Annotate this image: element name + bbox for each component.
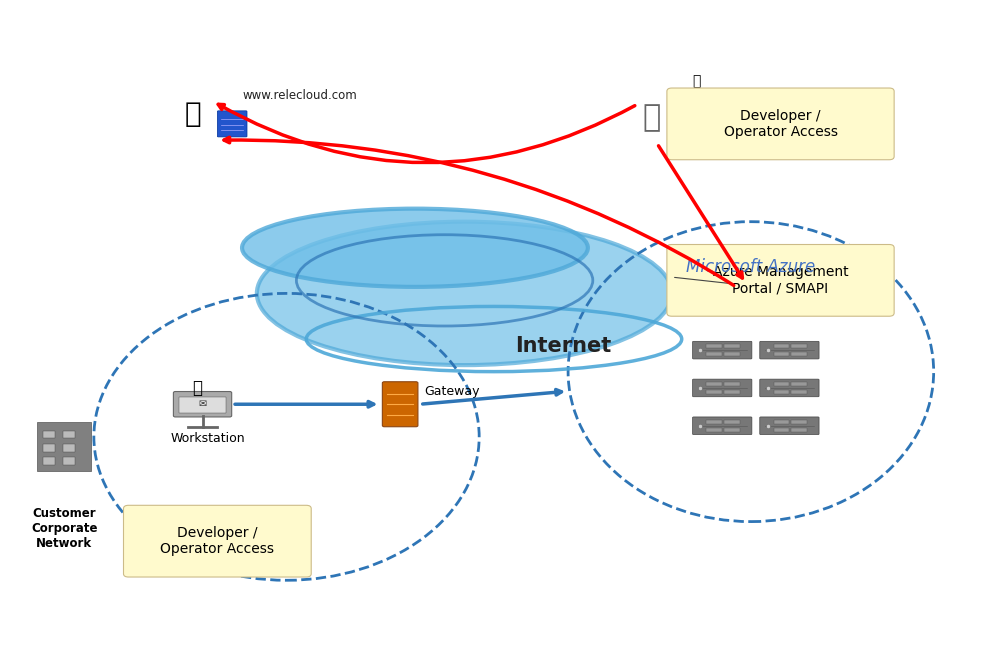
FancyBboxPatch shape bbox=[124, 505, 311, 577]
FancyBboxPatch shape bbox=[760, 417, 819, 434]
Text: Azure Management
Portal / SMAPI: Azure Management Portal / SMAPI bbox=[712, 265, 849, 295]
Ellipse shape bbox=[242, 209, 588, 287]
FancyBboxPatch shape bbox=[217, 111, 247, 137]
Bar bbox=[706, 382, 722, 386]
Text: Developer /
Operator Access: Developer / Operator Access bbox=[723, 109, 838, 139]
Text: Developer /
Operator Access: Developer / Operator Access bbox=[160, 526, 275, 556]
Text: ✉: ✉ bbox=[199, 399, 206, 409]
Bar bbox=[791, 382, 807, 386]
FancyBboxPatch shape bbox=[693, 379, 752, 396]
Bar bbox=[706, 420, 722, 424]
Bar bbox=[774, 382, 789, 386]
Text: Customer
Corporate
Network: Customer Corporate Network bbox=[31, 507, 98, 550]
Bar bbox=[43, 443, 55, 451]
FancyBboxPatch shape bbox=[693, 417, 752, 434]
Bar bbox=[791, 344, 807, 348]
Text: www.relecloud.com: www.relecloud.com bbox=[242, 89, 357, 102]
Text: 🌐: 🌐 bbox=[693, 74, 700, 89]
Bar bbox=[791, 390, 807, 394]
Text: 👤: 👤 bbox=[643, 103, 661, 132]
Bar bbox=[706, 428, 722, 432]
Bar bbox=[774, 344, 789, 348]
Bar bbox=[63, 456, 75, 464]
Bar bbox=[774, 428, 789, 432]
Bar bbox=[706, 390, 722, 394]
Bar bbox=[791, 352, 807, 356]
Bar bbox=[43, 430, 55, 438]
Text: Internet: Internet bbox=[515, 336, 612, 355]
Text: Microsoft Azure: Microsoft Azure bbox=[687, 258, 815, 276]
FancyBboxPatch shape bbox=[667, 88, 894, 160]
Text: Gateway: Gateway bbox=[424, 385, 479, 398]
Bar bbox=[179, 396, 225, 413]
Bar bbox=[706, 352, 722, 356]
Bar bbox=[706, 344, 722, 348]
Bar bbox=[63, 443, 75, 451]
Bar bbox=[791, 428, 807, 432]
FancyBboxPatch shape bbox=[760, 379, 819, 396]
Text: 📡: 📡 bbox=[193, 379, 203, 397]
Bar bbox=[724, 428, 740, 432]
FancyBboxPatch shape bbox=[693, 342, 752, 359]
Bar bbox=[724, 390, 740, 394]
Bar bbox=[774, 420, 789, 424]
Ellipse shape bbox=[257, 222, 672, 365]
FancyBboxPatch shape bbox=[382, 381, 418, 426]
FancyBboxPatch shape bbox=[667, 244, 894, 316]
Bar bbox=[724, 344, 740, 348]
FancyBboxPatch shape bbox=[173, 391, 231, 417]
Text: Workstation: Workstation bbox=[170, 432, 245, 445]
Bar bbox=[774, 390, 789, 394]
Bar bbox=[724, 382, 740, 386]
Bar bbox=[774, 352, 789, 356]
Text: 🖥: 🖥 bbox=[666, 95, 678, 114]
Text: 🕷: 🕷 bbox=[185, 100, 201, 128]
FancyBboxPatch shape bbox=[760, 342, 819, 359]
Bar bbox=[791, 420, 807, 424]
Bar bbox=[38, 422, 91, 471]
Bar bbox=[724, 420, 740, 424]
Bar bbox=[724, 352, 740, 356]
Bar bbox=[63, 430, 75, 438]
Bar bbox=[43, 456, 55, 464]
